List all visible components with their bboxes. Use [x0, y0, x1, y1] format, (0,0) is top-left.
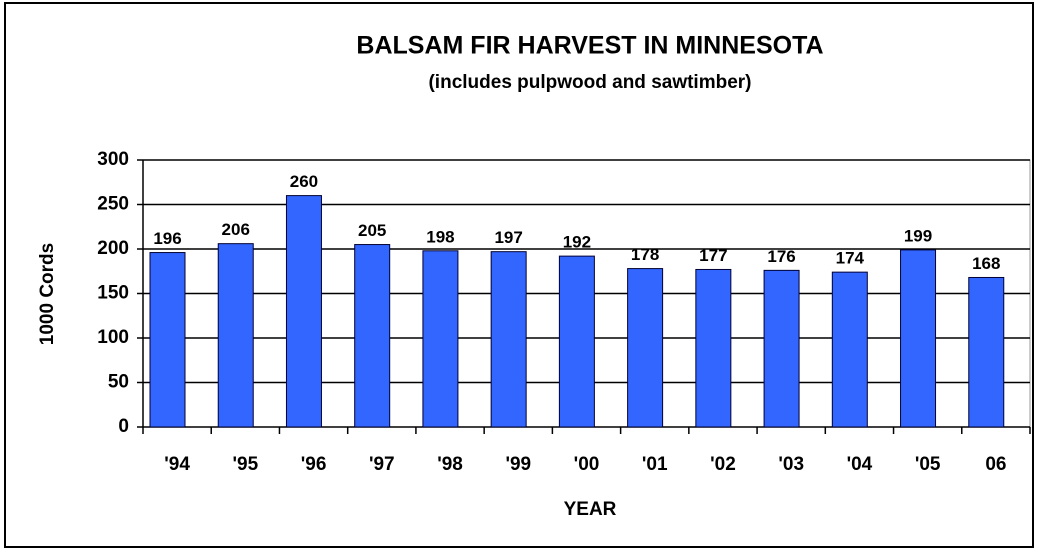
x-tick-label: '97	[369, 454, 395, 475]
x-tick-label: '94	[164, 454, 190, 475]
bar	[422, 250, 459, 428]
x-tick-label: '02	[710, 454, 736, 475]
y-axis-title: 1000 Cords	[37, 243, 58, 345]
value-label: 260	[290, 172, 318, 191]
bar	[900, 249, 937, 428]
y-tick-label: 150	[97, 283, 129, 304]
chart-title: BALSAM FIR HARVEST IN MINNESOTA	[356, 32, 823, 60]
value-label: 205	[358, 221, 386, 240]
bar	[627, 268, 664, 428]
x-tick-label: '98	[437, 454, 463, 475]
chart-subtitle: (includes pulpwood and sawtimber)	[428, 72, 751, 93]
value-label: 198	[426, 227, 454, 246]
x-tick-label: '99	[505, 454, 531, 475]
bar	[695, 268, 732, 428]
y-tick-label: 100	[97, 327, 129, 348]
value-label: 168	[972, 254, 1000, 273]
value-label: 177	[699, 246, 727, 265]
y-tick-label: 200	[97, 238, 129, 259]
x-tick-label: '05	[915, 454, 941, 475]
bar	[763, 269, 800, 428]
value-label: 192	[563, 233, 591, 252]
x-tick-label: '04	[847, 454, 873, 475]
y-tick-label: 0	[118, 416, 129, 437]
value-label: 178	[631, 245, 659, 264]
x-tick-label: '00	[574, 454, 600, 475]
y-tick-label: 300	[97, 149, 129, 170]
bar	[149, 252, 186, 428]
y-tick-label: 250	[97, 194, 129, 215]
value-label: 174	[836, 249, 865, 268]
y-tick-label: 50	[108, 372, 129, 393]
value-label: 206	[222, 220, 250, 239]
x-tick-label: 06	[985, 454, 1006, 475]
bar	[490, 251, 527, 428]
value-label: 176	[767, 247, 795, 266]
x-tick-label: '01	[642, 454, 668, 475]
bar	[285, 195, 322, 428]
bar	[354, 244, 391, 428]
bar	[831, 271, 868, 428]
value-label: 196	[153, 229, 181, 248]
bar	[968, 276, 1005, 428]
value-label: 197	[494, 228, 522, 247]
x-axis-title: YEAR	[564, 499, 617, 520]
bar	[558, 255, 595, 428]
value-label: 199	[904, 226, 932, 245]
x-tick-label: '03	[778, 454, 804, 475]
x-tick-label: '95	[233, 454, 259, 475]
x-tick-label: '96	[301, 454, 327, 475]
bar	[217, 243, 254, 428]
